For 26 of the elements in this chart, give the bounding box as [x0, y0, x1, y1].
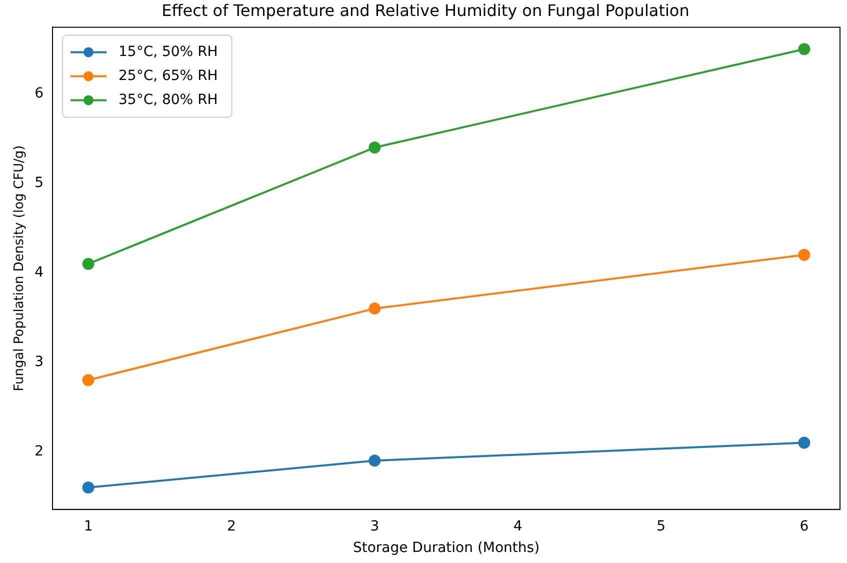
- y-tick-label: 4: [34, 264, 44, 280]
- x-tick-label: 5: [656, 518, 666, 534]
- y-axis-title: Fungal Population Density (log CFU/g): [12, 145, 28, 392]
- point: [82, 258, 94, 270]
- x-tick-label: 2: [227, 518, 236, 534]
- y-tick-label: 6: [34, 85, 44, 102]
- y-tick-label: 2: [34, 443, 44, 460]
- y-tick-label: 3: [34, 354, 44, 370]
- point: [368, 454, 381, 467]
- chart-title: Effect of Temperature and Relative Humidity on Fungal Population: [162, 0, 690, 20]
- point: [82, 481, 94, 494]
- point: [368, 142, 381, 154]
- legend-label: 35°C, 80% RH: [118, 92, 218, 108]
- x-tick-label: 1: [84, 518, 93, 534]
- point: [368, 302, 381, 315]
- point: [798, 436, 810, 449]
- y-tick-label: 5: [34, 174, 44, 191]
- point: [798, 248, 810, 261]
- point: [798, 43, 810, 56]
- x-axis-title: Storage Duration (Months): [352, 540, 540, 556]
- point: [82, 374, 94, 386]
- x-tick-label: 4: [513, 518, 522, 534]
- x-tick-label: 3: [370, 518, 380, 534]
- x-tick-label: 6: [800, 518, 809, 534]
- legend-label: 15°C, 50% RH: [118, 44, 218, 60]
- legend-label: 25°C, 65% RH: [118, 68, 218, 84]
